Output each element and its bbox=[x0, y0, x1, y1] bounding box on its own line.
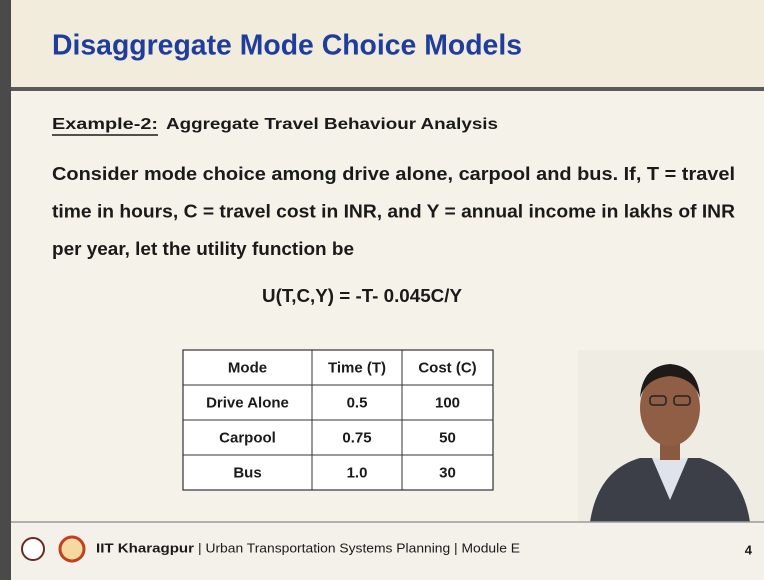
example-title: Aggregate Travel Behaviour Analysis bbox=[166, 116, 498, 133]
title-divider bbox=[11, 87, 764, 91]
footer-course: | Urban Transportation Systems Planning … bbox=[198, 540, 520, 555]
footer-institution: IIT Kharagpur bbox=[96, 540, 194, 555]
paragraph-line: time in hours, C = travel cost in INR, a… bbox=[52, 201, 735, 221]
table-cell: Drive Alone bbox=[206, 394, 289, 411]
slide-title: Disaggregate Mode Choice Models bbox=[52, 30, 522, 62]
paragraph-line: per year, let the utility function be bbox=[52, 239, 354, 259]
logo-iit bbox=[22, 538, 44, 560]
table-header-cell: Time (T) bbox=[328, 359, 386, 376]
left-strip bbox=[0, 0, 11, 580]
table-cell: 1.0 bbox=[347, 464, 368, 481]
presenter-photo bbox=[578, 350, 764, 522]
table-cell: 30 bbox=[439, 464, 456, 481]
formula: U(T,C,Y) = -T- 0.045C/Y bbox=[262, 286, 462, 306]
example-label: Example-2: bbox=[52, 116, 158, 133]
table: Mode Time (T) Cost (C) Drive Alone 0.5 100 Car… bbox=[183, 350, 493, 490]
slide: Disaggregate Mode Choice Models Example-… bbox=[0, 0, 764, 580]
table-cell: Carpool bbox=[219, 429, 276, 446]
table-header-cell: Mode bbox=[228, 359, 267, 376]
table-cell: 0.75 bbox=[342, 429, 371, 446]
logo-nptel bbox=[60, 537, 84, 561]
table-cell: 0.5 bbox=[347, 394, 368, 411]
page-number: 4 bbox=[745, 542, 753, 557]
table-cell: Bus bbox=[233, 464, 261, 481]
table-cell: 50 bbox=[439, 429, 456, 446]
table-cell: 100 bbox=[435, 394, 460, 411]
paragraph-line: Consider mode choice among drive alone, … bbox=[52, 164, 735, 184]
table-header-cell: Cost (C) bbox=[418, 359, 476, 376]
page: Disaggregate Mode Choice Models Example-… bbox=[0, 0, 764, 580]
